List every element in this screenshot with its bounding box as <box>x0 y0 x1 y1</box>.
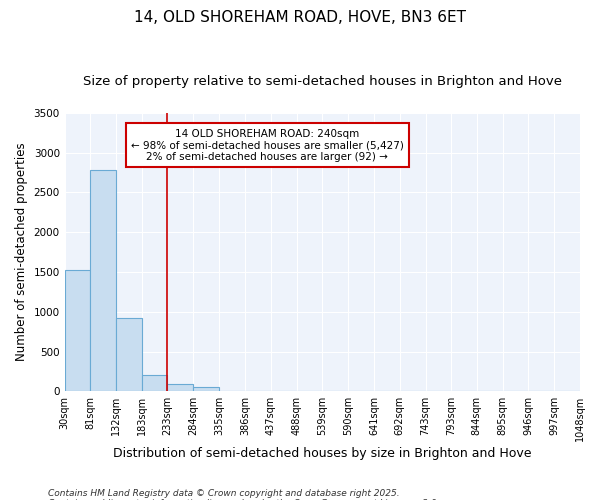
Text: 14 OLD SHOREHAM ROAD: 240sqm
← 98% of semi-detached houses are smaller (5,427)
2: 14 OLD SHOREHAM ROAD: 240sqm ← 98% of se… <box>131 128 404 162</box>
Text: Contains public sector information licensed under the Open Government Licence v3: Contains public sector information licen… <box>48 498 439 500</box>
Bar <box>91 170 116 392</box>
Text: 14, OLD SHOREHAM ROAD, HOVE, BN3 6ET: 14, OLD SHOREHAM ROAD, HOVE, BN3 6ET <box>134 10 466 25</box>
Bar <box>193 388 219 392</box>
Y-axis label: Number of semi-detached properties: Number of semi-detached properties <box>15 142 28 362</box>
Title: Size of property relative to semi-detached houses in Brighton and Hove: Size of property relative to semi-detach… <box>83 75 562 88</box>
Bar <box>65 270 91 392</box>
Bar <box>142 376 167 392</box>
Text: Contains HM Land Registry data © Crown copyright and database right 2025.: Contains HM Land Registry data © Crown c… <box>48 488 400 498</box>
Bar <box>116 318 142 392</box>
X-axis label: Distribution of semi-detached houses by size in Brighton and Hove: Distribution of semi-detached houses by … <box>113 447 532 460</box>
Bar <box>167 384 193 392</box>
